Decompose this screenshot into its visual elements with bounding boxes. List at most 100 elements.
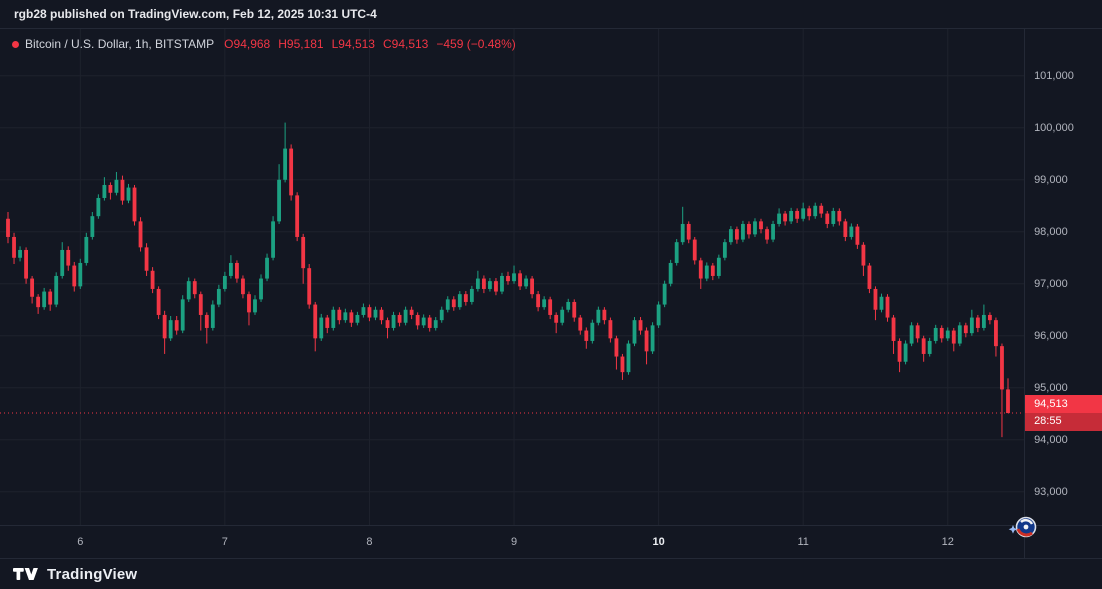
candle (807, 208, 812, 217)
chart-row: Bitcoin / U.S. Dollar, 1h, BITSTAMP O94,… (0, 29, 1102, 538)
candle (108, 184, 113, 193)
candle (650, 325, 655, 352)
candle (716, 257, 721, 276)
candle (488, 281, 492, 289)
candle (584, 330, 589, 341)
tradingview-brand[interactable]: TradingView (47, 565, 138, 583)
symbol-title: Bitcoin / U.S. Dollar, 1h, BITSTAMP (25, 37, 215, 51)
time-tick-label: 9 (510, 536, 518, 548)
candle (403, 309, 408, 323)
candle (789, 210, 794, 222)
candle (391, 314, 396, 328)
candle (644, 330, 649, 352)
candle (397, 314, 402, 323)
candle (186, 281, 191, 300)
candles-svg[interactable] (0, 29, 1024, 525)
price-tick-label: 94,000 (1034, 433, 1068, 446)
candle (951, 330, 956, 344)
candle (638, 320, 643, 331)
candle (156, 288, 161, 315)
candle (120, 179, 125, 201)
candle (500, 275, 504, 292)
candle (222, 275, 227, 289)
price-tick-label: 93,000 (1034, 485, 1068, 498)
candle (451, 299, 456, 308)
candle (512, 273, 516, 282)
candle (819, 205, 824, 214)
change-readout: −459 (−0.48%) (436, 37, 516, 51)
price-axis[interactable]: 94,513 28:55 101,000 100,000 99,000 98,000 9… (1024, 29, 1102, 525)
candle (674, 242, 679, 263)
candle (771, 223, 775, 240)
candle (259, 278, 263, 300)
price-tick-label: 100,000 (1034, 121, 1074, 134)
time-tick-label: 8 (366, 536, 373, 548)
candle (722, 242, 727, 258)
candle (879, 296, 884, 310)
candle (1006, 389, 1010, 414)
candle (349, 312, 354, 323)
candle (753, 221, 757, 235)
candle (307, 268, 312, 305)
candle (825, 213, 830, 224)
candle (421, 317, 426, 326)
time-tick-label: 6 (77, 536, 84, 548)
candle (867, 265, 872, 289)
candle (481, 278, 486, 289)
candle (656, 304, 661, 326)
time-tick-label: 7 (221, 536, 228, 548)
ohlc-low: L94,513 (331, 37, 375, 51)
candle (235, 262, 239, 279)
candle (373, 309, 378, 318)
candle (216, 288, 221, 305)
candle (433, 320, 438, 328)
candle (277, 179, 282, 222)
candle (96, 197, 101, 217)
time-axis[interactable]: 6 7 8 9 10 11 12 (0, 526, 1024, 558)
candle (939, 327, 944, 339)
candle (843, 221, 848, 237)
candle (271, 221, 275, 258)
candle (885, 296, 890, 318)
tradingview-logo-icon[interactable] (13, 567, 38, 581)
price-tick-label: 97,000 (1034, 277, 1068, 290)
candle (126, 187, 131, 201)
candle (518, 273, 522, 287)
price-tick-label: 95,000 (1034, 381, 1068, 394)
candle (102, 184, 107, 198)
candle (168, 320, 173, 339)
ohlc-open: O94,968 (224, 37, 271, 51)
price-tick-label: 99,000 (1034, 173, 1068, 186)
candle (578, 317, 583, 331)
candle (415, 314, 420, 326)
candle (680, 223, 685, 243)
candle (566, 301, 571, 310)
candle (614, 338, 619, 357)
candle (409, 309, 414, 315)
candle (427, 317, 432, 328)
candle (42, 291, 47, 308)
candle (6, 218, 10, 237)
candle (927, 340, 932, 354)
candle (18, 249, 22, 258)
candle (831, 210, 836, 224)
candle (24, 249, 28, 279)
candle (355, 314, 360, 323)
candle (30, 278, 35, 297)
candle (903, 343, 908, 362)
candle (759, 221, 763, 230)
candle (596, 309, 601, 323)
candle (620, 356, 625, 373)
candlestick-plot[interactable]: Bitcoin / U.S. Dollar, 1h, BITSTAMP O94,… (0, 29, 1037, 538)
candle (994, 320, 998, 347)
candle (439, 309, 444, 321)
candle (385, 320, 390, 328)
candle (734, 229, 739, 240)
attribution-text: rgb28 published on TradingView.com, Feb … (14, 7, 377, 21)
attribution-bar: rgb28 published on TradingView.com, Feb … (0, 0, 1102, 29)
candle (301, 236, 306, 269)
current-price-value: 94,513 (1034, 398, 1068, 411)
candle (361, 307, 366, 315)
price-tick-label: 98,000 (1034, 225, 1068, 238)
